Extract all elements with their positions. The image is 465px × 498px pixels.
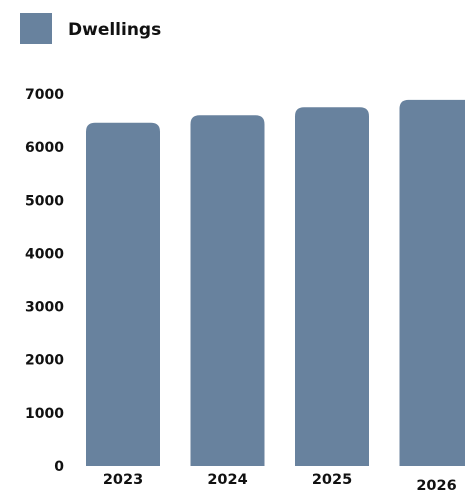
y-tick-label: 7000 <box>25 87 64 103</box>
legend: Dwellings <box>20 13 161 44</box>
bar-2026 <box>399 99 465 466</box>
x-tick-label: 2026 <box>416 478 456 494</box>
legend-label: Dwellings <box>68 20 161 40</box>
bar-2025 <box>295 107 369 467</box>
legend-swatch <box>20 13 52 44</box>
bars <box>86 99 465 467</box>
y-tick-label: 3000 <box>25 300 64 316</box>
x-axis: 2023 2024 2025 2026 <box>103 472 457 494</box>
y-tick-label: 1000 <box>25 406 64 422</box>
bar-2024 <box>190 115 265 466</box>
x-tick-label: 2024 <box>207 472 247 488</box>
bar-2023 <box>86 122 160 466</box>
y-axis: 0 1000 2000 3000 4000 5000 6000 7000 <box>25 87 64 475</box>
y-tick-label: 5000 <box>25 193 64 209</box>
x-tick-label: 2025 <box>312 472 352 488</box>
y-tick-label: 4000 <box>25 246 64 262</box>
y-tick-label: 2000 <box>25 353 64 369</box>
y-tick-label: 6000 <box>25 140 64 156</box>
x-tick-label: 2023 <box>103 472 143 488</box>
y-tick-label: 0 <box>54 459 64 475</box>
